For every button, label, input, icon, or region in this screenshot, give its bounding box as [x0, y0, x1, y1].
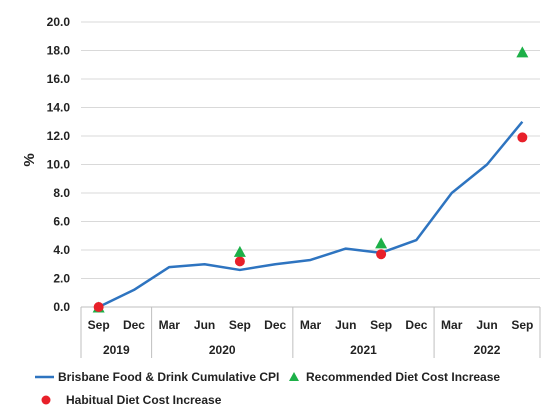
year-label: 2019 — [103, 343, 130, 357]
y-tick-label: 12.0 — [47, 129, 71, 143]
y-tick-label: 14.0 — [47, 101, 71, 115]
legend-swatch-habitual — [41, 395, 51, 405]
y-tick-label: 20.0 — [47, 15, 71, 29]
habitual-diet-marker — [376, 249, 387, 260]
y-tick-label: 2.0 — [53, 272, 70, 286]
year-label: 2021 — [350, 343, 377, 357]
legend-label: Habitual Diet Cost Increase — [66, 393, 222, 407]
x-axis-ticks: Sep Dec Mar Jun Sep Dec Mar Jun Sep Dec Mar Jun Sep 2… — [88, 318, 534, 357]
y-axis-ticks: 0.0 2.0 4.0 6.0 8.0 10.0 12.0 14.0 16.0 18.0 20.0 — [47, 15, 71, 314]
axes — [80, 306, 541, 358]
x-tick-label: Jun — [335, 318, 356, 332]
x-tick-label: Sep — [229, 318, 251, 332]
year-label: 2022 — [474, 343, 501, 357]
x-tick-label: Sep — [88, 318, 110, 332]
recommended-diet-marker — [375, 237, 388, 249]
legend-label: Recommended Diet Cost Increase — [306, 370, 500, 384]
legend: Brisbane Food & Drink Cumulative CPI Reco… — [35, 370, 500, 407]
x-tick-label: Jun — [194, 318, 215, 332]
grid-lines — [81, 21, 540, 279]
legend-label: Brisbane Food & Drink Cumulative CPI — [58, 370, 279, 384]
y-tick-label: 8.0 — [53, 186, 70, 200]
x-tick-label: Jun — [476, 318, 497, 332]
habitual-diet-marker — [517, 132, 528, 143]
y-tick-label: 6.0 — [53, 215, 70, 229]
habitual-diet-marker — [234, 256, 245, 267]
x-tick-label: Dec — [264, 318, 286, 332]
recommended-diet-marker — [233, 245, 246, 257]
series-layer — [92, 46, 529, 313]
year-label: 2020 — [209, 343, 236, 357]
x-tick-label: Sep — [511, 318, 533, 332]
x-tick-label: Dec — [123, 318, 145, 332]
recommended-diet-marker — [516, 46, 529, 58]
y-tick-label: 16.0 — [47, 72, 71, 86]
x-tick-label: Mar — [300, 318, 322, 332]
x-tick-label: Mar — [441, 318, 463, 332]
y-tick-label: 0.0 — [53, 300, 70, 314]
y-tick-label: 18.0 — [47, 44, 71, 58]
legend-swatch-recommended — [289, 372, 299, 381]
habitual-diet-marker — [93, 302, 104, 312]
x-tick-label: Dec — [405, 318, 427, 332]
x-tick-label: Sep — [370, 318, 392, 332]
cpi-line — [98, 120, 524, 309]
x-tick-label: Mar — [159, 318, 181, 332]
y-tick-label: 10.0 — [47, 158, 71, 172]
y-tick-label: 4.0 — [53, 243, 70, 257]
y-axis-label: % — [21, 153, 38, 166]
